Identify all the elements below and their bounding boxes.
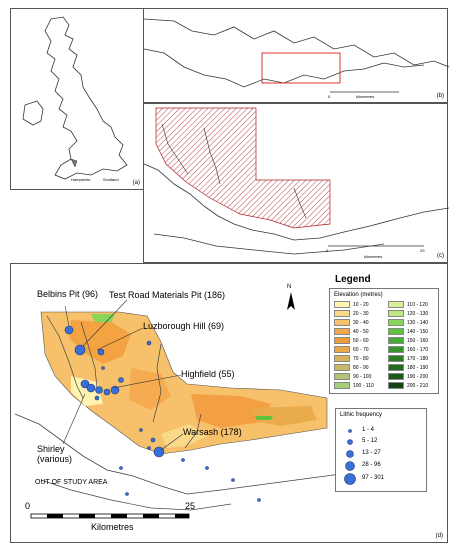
elevation-map [14,292,342,519]
panel-c-scale-end: 20 [420,248,425,253]
freq-symbol-2 [347,439,353,445]
elevation-swatch [334,337,350,344]
study-area-box [261,52,341,84]
north-label: N [287,284,292,290]
freq-label-5: 97 - 301 [362,475,385,481]
freq-label-2: 5 - 12 [362,438,378,444]
elevation-swatch [388,382,404,389]
scale-start: 0 [25,501,31,511]
elevation-swatch-label: 70 - 80 [353,356,369,362]
elevation-swatch [388,364,404,371]
elevation-swatch [334,364,350,371]
lithic-find-points [64,325,261,502]
freq-label-4: 28 - 96 [362,462,381,468]
elevation-swatch-label: 10 - 20 [353,302,369,308]
elevation-swatch-label: 150 - 160 [407,338,429,344]
ireland-outline [22,100,44,126]
panel-c-label: (c) [437,253,444,259]
elevation-swatch-label: 120 - 130 [407,311,429,317]
elevation-swatch [388,373,404,380]
north-arrow-icon [287,292,295,310]
frequency-legend-title: Lithic frequency [340,412,383,418]
freq-symbol-4 [345,461,355,471]
elevation-swatch-label: 40 - 50 [353,329,369,335]
freq-label-3: 13 - 27 [362,450,381,456]
out-of-study-label: OUT OF STUDY AREA [35,479,108,486]
south-coast-outline [143,18,450,93]
panel-b-south-coast-map: 0 kilometres (b) [143,8,450,103]
elevation-swatch-label: 140 - 150 [407,329,429,335]
elevation-swatch [388,319,404,326]
freq-label-1: 1 - 4 [362,427,375,433]
place-label-scotland: Scotland [103,177,119,182]
elevation-swatch [388,355,404,362]
frequency-legend: Lithic frequency 1 - 4 5 - 12 13 - 27 28… [335,408,427,492]
elevation-swatch [388,337,404,344]
site-label-luzborough-hill: Luzborough Hill (69) [143,321,225,331]
site-label-belbins-pit: Belbins Pit (96) [37,289,99,299]
elevation-swatch-label: 30 - 40 [353,320,369,326]
site-label-shirley-various: (various) [37,454,73,464]
elevation-swatch [334,319,350,326]
place-label-hampshire: Hampshire [71,177,91,182]
frequency-symbols [344,429,356,485]
hampshire-highlight [70,158,78,168]
main-scalebar [30,513,190,519]
scale-unit: Kilometres [91,522,134,532]
elevation-swatch [388,301,404,308]
elevation-swatch-label: 100 - 110 [353,383,374,389]
scale-end: 25 [185,501,196,511]
elevation-swatch [334,310,350,317]
panel-a-britain-map: Hampshire Scotland (a) [10,8,144,190]
elevation-swatch [334,382,350,389]
panel-a-label: (a) [132,180,140,186]
site-label-shirley: Shirley [37,444,65,454]
elevation-swatch-label: 20 - 30 [353,311,369,317]
elevation-swatch-label: 80 - 90 [353,365,369,371]
study-area-hatched [155,107,331,229]
elevation-swatch-label: 60 - 70 [353,347,369,353]
panel-c-study-area-map: 0 20 kilometres (c) [143,103,450,263]
panel-b-label: (b) [436,93,444,99]
elevation-swatch [334,346,350,353]
elevation-swatch [334,355,350,362]
elevation-legend-title: Elevation (metres) [334,292,383,298]
elevation-swatch-label: 200 - 210 [407,383,429,389]
elevation-swatch-label: 110 - 120 [407,302,428,308]
elevation-swatch [334,301,350,308]
elevation-swatch [388,310,404,317]
elevation-legend: Elevation (metres) 10 - 20 20 - 30 30 - 40… [329,288,439,394]
elevation-swatch [388,346,404,353]
elevation-swatch-label: 50 - 60 [353,338,369,344]
site-label-highfield: Highfield (55) [181,369,235,379]
site-label-test-road: Test Road Materials Pit (186) [109,290,226,300]
freq-symbol-3 [346,450,354,458]
panel-d-lithic-map: Belbins Pit (96) Test Road Materials Pit… [10,263,448,543]
elevation-swatch-label: 180 - 190 [407,365,429,371]
freq-symbol-1 [348,429,352,433]
britain-outline [22,16,128,180]
elevation-swatch-label: 130 - 140 [407,320,429,326]
panel-d-label: (d) [435,533,443,539]
elevation-swatch-label: 190 - 200 [407,374,429,380]
elevation-swatch-label: 90 - 100 [353,374,372,380]
legend-title: Legend [335,274,371,285]
panel-b-scale-unit: kilometres [356,94,375,99]
elevation-swatch [334,328,350,335]
elevation-swatch [388,328,404,335]
study-area-outline [143,107,450,255]
panel-c-scale-zero: 0 [326,248,329,253]
freq-symbol-5 [344,473,356,485]
elevation-swatch-label: 170 - 180 [407,356,429,362]
elevation-swatch-label: 160 - 170 [407,347,429,353]
elevation-swatch [334,373,350,380]
site-label-warsash: Warsash (178) [183,427,242,437]
panel-b-scale-zero: 0 [328,94,331,99]
panel-c-scale-unit: kilometres [364,254,383,259]
